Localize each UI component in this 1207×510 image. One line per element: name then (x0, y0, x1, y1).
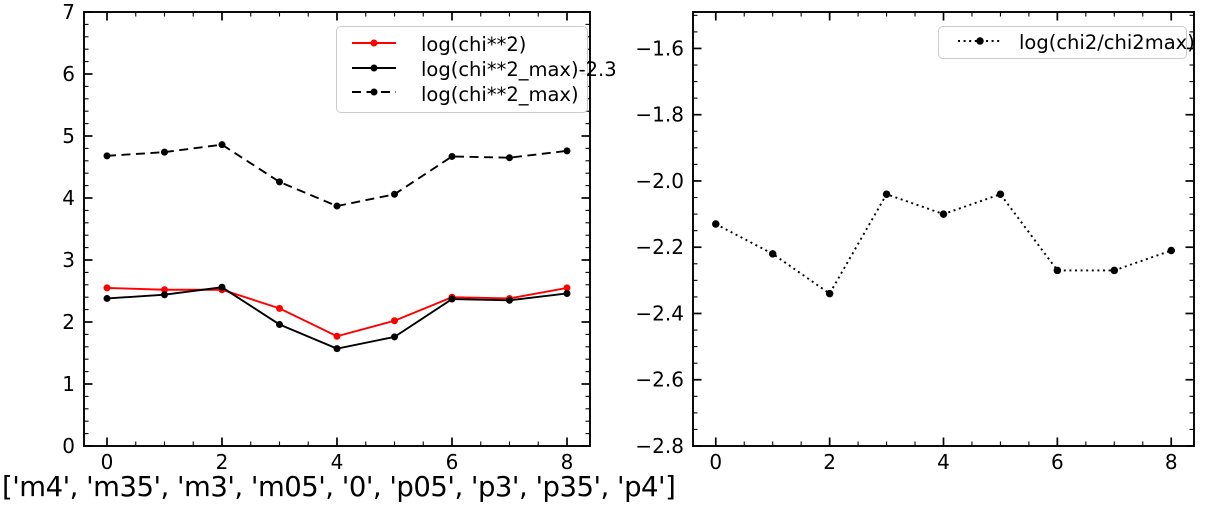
data-point (103, 294, 111, 302)
legend-sample-marker (370, 88, 378, 96)
y-axis-tick-label: 7 (62, 0, 75, 24)
x-axis-tick-label: 2 (216, 450, 229, 474)
y-axis-tick-label: −2.8 (635, 434, 684, 458)
legend-sample-line (351, 83, 397, 105)
legend-right-plot: log(chi2/chi2max) (938, 26, 1195, 59)
y-axis-tick-label: 4 (62, 186, 75, 210)
data-point (276, 320, 283, 328)
legend-sample-marker (370, 64, 378, 71)
data-point (276, 304, 283, 312)
legend-entry-label: log(chi**2_max)-2.3 (421, 57, 617, 81)
data-point (825, 289, 834, 298)
data-point (448, 152, 456, 160)
data-point (333, 345, 341, 353)
x-axis-tick-label: 8 (561, 450, 574, 474)
legend-left-plot: log(chi**2) log(chi**2_max)-2.3 log(chi*… (336, 26, 617, 113)
legend-entry: log(chi**2_max)-2.3 (351, 59, 617, 81)
data-line (106, 286, 568, 338)
data-point (506, 154, 513, 162)
data-point (391, 317, 398, 325)
y-axis-tick-label: 3 (62, 248, 75, 272)
x-axis-tick-label: 6 (1051, 450, 1064, 474)
legend-entry-label: log(chi**2) (421, 33, 527, 56)
legend-sample-svg (958, 36, 1002, 45)
x-axis-tick-label: 0 (709, 450, 722, 474)
data-point (218, 283, 226, 291)
x-category-caption: ['m4', 'm35', 'm3', 'm05', '0', 'p05', '… (2, 471, 676, 503)
legend-sample-line (957, 32, 1003, 54)
x-axis-tick-label: 2 (823, 450, 836, 474)
data-point (391, 190, 398, 198)
plot-frame (692, 11, 1195, 447)
data-point (563, 147, 571, 155)
y-axis-tick-label: −2.0 (635, 169, 684, 193)
data-point (161, 291, 168, 299)
data-point (103, 152, 111, 160)
data-point (1110, 266, 1119, 275)
legend-entry-label: log(chi2/chi2max) (1019, 30, 1195, 54)
data-point (218, 141, 226, 149)
y-axis-tick-label: 6 (62, 62, 75, 86)
y-axis-tick-label: −1.6 (635, 36, 684, 60)
y-axis-tick-label: 1 (62, 372, 75, 396)
y-axis-tick-label: −2.2 (635, 235, 684, 259)
y-axis-tick-label: 5 (62, 124, 75, 148)
data-point (506, 296, 513, 304)
y-axis-tick-label: −2.6 (635, 368, 684, 392)
data-line (106, 143, 568, 208)
y-axis-tick-label: −1.8 (635, 103, 684, 127)
legend-sample-svg (352, 88, 396, 96)
data-point (882, 190, 891, 198)
data-point (103, 284, 111, 292)
data-point (939, 210, 948, 218)
data-point (996, 190, 1005, 198)
x-axis-tick-label: 0 (101, 450, 114, 474)
data-point (563, 289, 571, 297)
data-point (333, 332, 341, 340)
data-point (768, 250, 777, 258)
legend-sample-marker (370, 39, 378, 47)
x-axis-tick-label: 4 (331, 450, 344, 474)
x-axis-tick-label: 8 (1165, 450, 1178, 474)
data-point (276, 178, 283, 186)
legend-entry-label: log(chi**2_max) (421, 82, 579, 106)
data-point (161, 148, 168, 156)
data-point (563, 284, 571, 292)
legend-sample-marker (976, 36, 984, 45)
legend-sample-line (351, 59, 397, 81)
legend-entry: log(chi**2_max) (351, 83, 587, 105)
legend-entry: log(chi**2) (351, 34, 587, 56)
data-point (391, 333, 398, 341)
data-point (161, 286, 168, 294)
data-point (333, 202, 341, 210)
legend-entry: log(chi2/chi2max) (957, 32, 1195, 54)
y-axis-tick-label: 2 (62, 310, 75, 334)
data-point (1053, 266, 1062, 275)
plot-frame (83, 11, 591, 447)
legend-sample-svg (352, 39, 396, 47)
x-axis-tick-label: 4 (937, 450, 950, 474)
data-point (1167, 246, 1175, 255)
data-point (448, 295, 456, 303)
data-point (712, 220, 720, 228)
legend-sample-svg (352, 64, 396, 71)
x-axis-tick-label: 6 (446, 450, 459, 474)
y-axis-tick-label: −2.4 (635, 301, 684, 325)
data-line (715, 193, 1172, 295)
y-axis-tick-label: 0 (62, 434, 75, 458)
legend-sample-line (351, 34, 397, 56)
